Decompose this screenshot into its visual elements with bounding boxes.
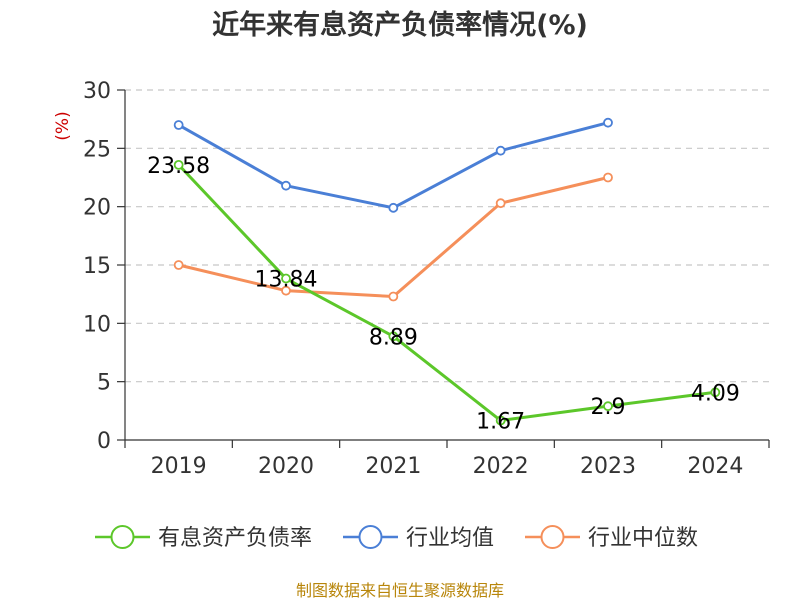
data-point — [495, 145, 506, 156]
y-tick-label: 0 — [97, 429, 111, 454]
x-tick-label: 2022 — [473, 454, 529, 479]
legend-marker — [110, 525, 135, 549]
legend-item[interactable]: 行业均值 — [343, 525, 494, 551]
data-point — [388, 331, 399, 342]
y-tick-label: 5 — [97, 371, 111, 396]
data-point — [710, 387, 721, 398]
data-point — [173, 159, 184, 170]
data-point — [388, 202, 399, 213]
data-label: 4.09 — [691, 381, 740, 406]
x-tick-label: 2024 — [687, 454, 743, 479]
x-tick-label: 2023 — [580, 454, 636, 479]
series-layer — [173, 117, 721, 426]
legend[interactable]: 有息资产负债率 行业均值 行业中位数 — [95, 525, 698, 551]
y-tick-label: 20 — [83, 196, 111, 221]
series-line — [177, 121, 609, 210]
data-label: 23.58 — [147, 154, 210, 179]
series-line — [177, 163, 716, 423]
data-labels: 23.58 13.84 8.89 1.67 2.9 4.09 — [147, 154, 740, 435]
data-point — [281, 180, 291, 191]
data-point — [603, 117, 613, 128]
x-tick-label: 2019 — [151, 454, 207, 479]
x-tick-label: 2021 — [365, 454, 421, 479]
data-point — [603, 172, 613, 183]
data-point — [173, 260, 184, 270]
axes — [117, 89, 770, 448]
legend-label: 行业中位数 — [588, 526, 698, 551]
legend-marker — [540, 525, 565, 549]
legend-label: 有息资产负债率 — [158, 526, 312, 551]
grid-lines — [125, 89, 769, 383]
x-tick-label: 2020 — [258, 454, 314, 479]
data-point — [495, 198, 506, 209]
legend-label: 行业均值 — [406, 526, 494, 551]
legend-marker — [358, 525, 383, 549]
data-label: 8.89 — [369, 325, 418, 350]
data-point — [603, 401, 613, 412]
data-point — [495, 415, 506, 426]
y-tick-label: 15 — [83, 254, 111, 279]
legend-item[interactable]: 行业中位数 — [525, 525, 698, 551]
data-label: 2.9 — [591, 395, 626, 420]
x-tick-labels: 2019 2020 2021 2022 2023 2024 — [151, 454, 744, 479]
chart-title: 近年来有息资产负债率情况(%) — [212, 9, 588, 41]
y-tick-label: 30 — [83, 79, 111, 104]
legend-item[interactable]: 有息资产负债率 — [95, 525, 312, 551]
data-label: 13.84 — [255, 268, 318, 293]
data-point — [388, 291, 399, 302]
y-axis-unit: (%) — [53, 111, 73, 140]
data-label: 1.67 — [476, 410, 525, 435]
y-tick-label: 25 — [83, 137, 111, 162]
data-point — [281, 285, 291, 296]
y-tick-labels: 0 5 10 15 20 25 30 — [83, 79, 111, 454]
y-tick-label: 10 — [83, 312, 111, 337]
series-line — [178, 176, 609, 298]
source-note: 制图数据来自恒生聚源数据库 — [296, 581, 504, 600]
data-point — [281, 273, 291, 284]
data-point — [173, 120, 184, 130]
